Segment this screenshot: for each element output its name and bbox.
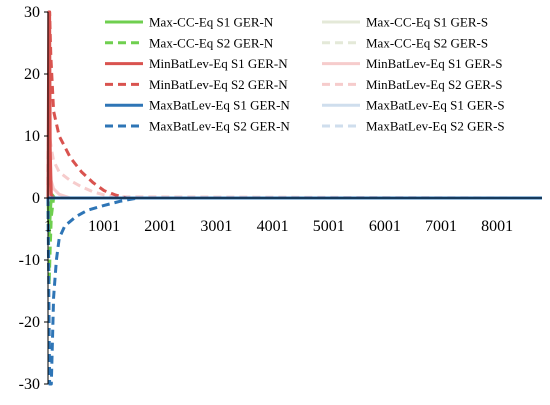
y-tick-label: 10 [24,128,40,145]
y-tick-label: -10 [19,252,40,269]
y-tick-label: -20 [19,314,40,331]
y-tick-label: 0 [32,190,40,207]
legend-label-max-cc-eq-s1-ger-n: Max-CC-Eq S1 GER-N [149,15,274,30]
legend-label-minbatlev-eq-s1-ger-s: MinBatLev-Eq S1 GER-S [366,56,503,71]
y-tick-label: 30 [24,4,40,21]
legend-label-minbatlev-eq-s1-ger-n: MinBatLev-Eq S1 GER-N [149,56,288,71]
legend-label-minbatlev-eq-s2-ger-n: MinBatLev-Eq S2 GER-N [149,77,288,92]
x-tick-label: 4001 [257,218,289,235]
ticks-layer: -30 -20 -10 0 10 20 30 1 1001 2001 3001 4001 5001 600… [19,4,513,393]
legend-label-max-cc-eq-s2-ger-s: Max-CC-Eq S2 GER-S [366,35,488,50]
legend-label-maxbatlev-eq-s1-ger-n: MaxBatLev-Eq S1 GER-N [149,98,290,113]
x-tick-label: 3001 [200,218,232,235]
series-line-minbatlev-eq-s2-ger-s [46,134,543,200]
x-tick-label: 7001 [425,218,457,235]
legend: Max-CC-Eq S1 GER-N Max-CC-Eq S1 GER-S Max-… [105,15,505,134]
x-tick-label: 5001 [313,218,345,235]
legend-label-maxbatlev-eq-s2-ger-n: MaxBatLev-Eq S2 GER-N [149,119,290,134]
x-tick-label: 1 [44,218,52,235]
legend-label-max-cc-eq-s1-ger-s: Max-CC-Eq S1 GER-S [366,15,488,30]
x-tick-label: 6001 [369,218,401,235]
legend-label-maxbatlev-eq-s2-ger-s: MaxBatLev-Eq S2 GER-S [366,119,505,134]
x-tick-label: 8001 [481,218,513,235]
series-line-maxbatlev-eq-s2-ger-n [46,196,542,386]
y-tick-label: -30 [19,376,40,393]
x-tick-label: 2001 [144,218,176,235]
series-line-minbatlev-eq-s2-ger-n [46,10,542,200]
x-tick-label: 1001 [88,218,120,235]
legend-label-minbatlev-eq-s2-ger-s: MinBatLev-Eq S2 GER-S [366,77,503,92]
y-tick-label: 20 [24,66,40,83]
legend-label-maxbatlev-eq-s1-ger-s: MaxBatLev-Eq S1 GER-S [366,98,505,113]
series-line-max-cc-eq-s2-ger-n [46,196,542,287]
series-line-minbatlev-eq-s1-ger-s [46,159,542,200]
legend-label-max-cc-eq-s2-ger-n: Max-CC-Eq S2 GER-N [149,35,274,50]
